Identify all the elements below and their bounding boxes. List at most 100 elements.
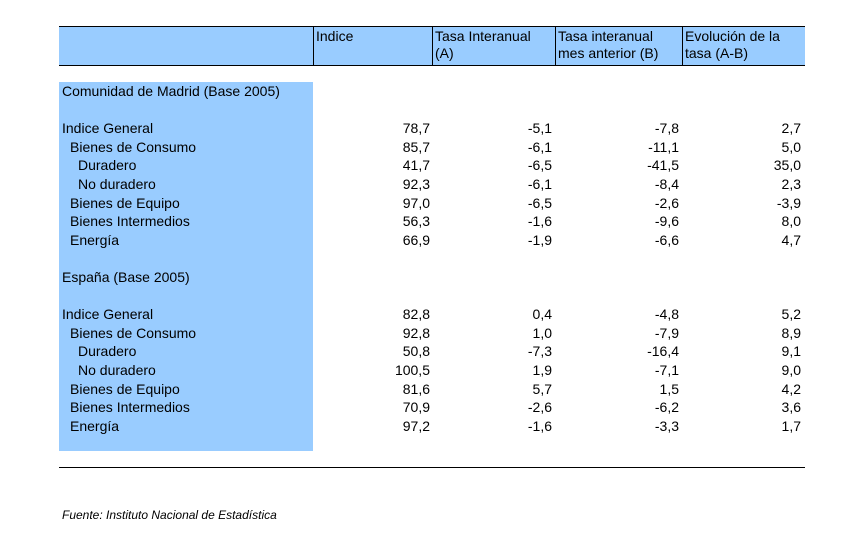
cell-tasa-b: -41,5 [647, 157, 679, 173]
cell-tasa-a: 5,7 [532, 381, 552, 397]
cell-tasa-b: -9,6 [654, 213, 679, 229]
source-note: Fuente: Instituto Nacional de Estadístic… [62, 508, 277, 522]
section-title-row: España (Base 2005) [0, 268, 862, 287]
cell-evolucion: -3,9 [776, 195, 801, 211]
header-tasa-a-line1: Tasa Interanual [435, 28, 531, 44]
cell-tasa-b: -16,4 [647, 343, 679, 359]
cell-indice: 50,8 [402, 343, 430, 359]
table-row: Bienes de Equipo 81,6 5,7 1,5 4,2 [0, 380, 862, 399]
cell-tasa-b: -7,1 [654, 362, 679, 378]
cell-tasa-a: -5,1 [527, 120, 552, 136]
cell-tasa-a: -6,5 [527, 157, 552, 173]
header-cell-tasa-a: Tasa Interanual (A) [432, 27, 555, 65]
cell-tasa-a: -1,6 [527, 418, 552, 434]
row-label: No duradero [78, 362, 156, 378]
table-bottom-rule [59, 467, 805, 468]
cell-evolucion: 9,0 [781, 362, 801, 378]
table-row: Indice General 78,7 -5,1 -7,8 2,7 [0, 119, 862, 138]
cell-evolucion: 2,7 [781, 120, 801, 136]
row-label: Indice General [62, 120, 154, 136]
cell-tasa-a: -6,5 [527, 195, 552, 211]
cell-evolucion: 35,0 [773, 157, 801, 173]
cell-indice: 92,3 [402, 176, 430, 192]
table-header: Indice Tasa Interanual (A) Tasa interanu… [59, 26, 805, 66]
row-label: Bienes Intermedios [70, 399, 190, 415]
header-cell-blank [59, 27, 313, 65]
cell-tasa-a: -6,1 [527, 176, 552, 192]
cell-tasa-b: -8,4 [654, 176, 679, 192]
table-row: Indice General 82,8 0,4 -4,8 5,2 [0, 305, 862, 324]
cell-evolucion: 4,7 [781, 232, 801, 248]
cell-tasa-a: -7,3 [527, 343, 552, 359]
row-label: Energía [70, 418, 120, 434]
cell-indice: 92,8 [402, 325, 430, 341]
header-indice-label: Indice [316, 28, 354, 44]
cell-evolucion: 4,2 [781, 381, 801, 397]
header-tasa-b-line1: Tasa interanual [558, 28, 653, 44]
cell-tasa-a: 1,9 [532, 362, 552, 378]
cell-indice: 66,9 [402, 232, 430, 248]
cell-indice: 78,7 [402, 120, 430, 136]
table-row: Energía 66,9 -1,9 -6,6 4,7 [0, 231, 862, 250]
cell-tasa-b: -2,6 [654, 195, 679, 211]
cell-tasa-b: 1,5 [659, 381, 679, 397]
cell-indice: 85,7 [402, 139, 430, 155]
table-row: No duradero 100,5 1,9 -7,1 9,0 [0, 361, 862, 380]
cell-evolucion: 8,0 [781, 213, 801, 229]
cell-evolucion: 8,9 [781, 325, 801, 341]
row-label: Indice General [62, 306, 154, 322]
cell-indice: 82,8 [402, 306, 430, 322]
cell-tasa-a: -1,9 [527, 232, 552, 248]
table-row: Bienes de Consumo 92,8 1,0 -7,9 8,9 [0, 324, 862, 343]
cell-evolucion: 9,1 [781, 343, 801, 359]
table-row: Bienes de Equipo 97,0 -6,5 -2,6 -3,9 [0, 194, 862, 213]
cell-tasa-a: -6,1 [527, 139, 552, 155]
cell-evolucion: 2,3 [781, 176, 801, 192]
cell-indice: 100,5 [394, 362, 430, 378]
header-evolucion-line2: tasa (A-B) [685, 45, 749, 61]
cell-tasa-b: -7,8 [654, 120, 679, 136]
header-cell-tasa-b: Tasa interanual mes anterior (B) [555, 27, 682, 65]
row-label: Bienes de Consumo [70, 139, 197, 155]
section-title-row: Comunidad de Madrid (Base 2005) [0, 82, 862, 101]
header-cell-indice: Indice [313, 27, 432, 65]
row-label: Bienes de Equipo [70, 195, 180, 211]
header-tasa-a-line2: (A) [435, 45, 454, 61]
row-label: No duradero [78, 176, 156, 192]
table-row: Bienes Intermedios 70,9 -2,6 -6,2 3,6 [0, 398, 862, 417]
cell-tasa-a: -2,6 [527, 399, 552, 415]
section-title: Comunidad de Madrid (Base 2005) [62, 83, 280, 99]
cell-indice: 97,0 [402, 195, 430, 211]
cell-evolucion: 1,7 [781, 418, 801, 434]
section-title: España (Base 2005) [62, 269, 190, 285]
header-cell-evolucion: Evolución de la tasa (A-B) [682, 27, 805, 65]
cell-indice: 41,7 [402, 157, 430, 173]
cell-evolucion: 5,2 [781, 306, 801, 322]
header-tasa-b-line2: mes anterior (B) [558, 45, 659, 61]
cell-tasa-b: -11,1 [648, 139, 679, 155]
table-row: Duradero 50,8 -7,3 -16,4 9,1 [0, 342, 862, 361]
cell-tasa-b: -4,8 [654, 306, 679, 322]
header-evolucion-line1: Evolución de la [685, 28, 780, 44]
table-row: No duradero 92,3 -6,1 -8,4 2,3 [0, 175, 862, 194]
cell-tasa-b: -7,9 [654, 325, 679, 341]
cell-tasa-a: -1,6 [527, 213, 552, 229]
row-label: Energía [70, 232, 120, 248]
table-row: Duradero 41,7 -6,5 -41,5 35,0 [0, 156, 862, 175]
table-row: Bienes de Consumo 85,7 -6,1 -11,1 5,0 [0, 138, 862, 157]
label-column-background [59, 82, 313, 451]
row-label: Bienes de Equipo [70, 381, 180, 397]
cell-tasa-b: -3,3 [654, 418, 679, 434]
cell-indice: 97,2 [402, 418, 430, 434]
cell-tasa-a: 0,4 [532, 306, 552, 322]
table-row: Bienes Intermedios 56,3 -1,6 -9,6 8,0 [0, 212, 862, 231]
cell-tasa-b: -6,2 [654, 399, 679, 415]
cell-indice: 70,9 [402, 399, 430, 415]
cell-indice: 81,6 [402, 381, 430, 397]
cell-evolucion: 5,0 [781, 139, 801, 155]
row-label: Duradero [78, 343, 137, 359]
row-label: Bienes Intermedios [70, 213, 190, 229]
cell-tasa-a: 1,0 [532, 325, 552, 341]
row-label: Duradero [78, 157, 137, 173]
cell-tasa-b: -6,6 [654, 232, 679, 248]
